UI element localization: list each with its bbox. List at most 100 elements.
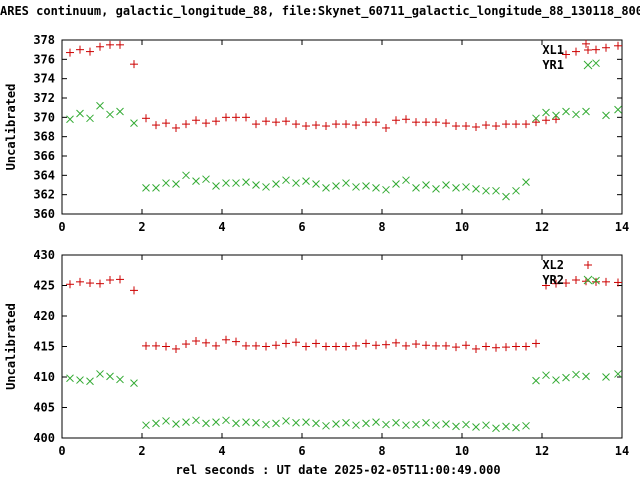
data-point [182,171,190,180]
data-point [116,275,124,284]
data-point [442,119,450,128]
data-point [602,373,610,381]
x-tick-label: 6 [298,220,305,234]
data-point [202,419,210,428]
data-point [106,40,114,49]
data-point [262,183,270,191]
data-point [462,420,470,429]
y-axis-label: Uncalibrated [4,303,18,390]
data-point [116,375,124,384]
data-point [152,121,160,130]
data-point [392,418,400,427]
data-point [212,341,220,350]
data-point [452,184,460,192]
data-point [482,421,490,430]
data-point [322,184,330,192]
data-point [592,277,600,286]
data-point [182,418,190,426]
data-point [492,122,500,131]
data-point [382,420,390,429]
y-tick-label: 362 [33,188,55,202]
data-point [212,117,220,126]
data-point [372,418,380,426]
x-tick-label: 0 [58,444,65,458]
data-point [106,276,114,285]
data-point [372,118,380,127]
data-point [542,108,550,117]
legend-label: XL2 [542,258,564,272]
data-point [342,418,350,427]
data-point [66,280,74,289]
data-point [614,370,622,378]
data-point [232,113,240,122]
data-point [492,343,500,352]
data-point [462,341,470,350]
data-point [152,419,160,428]
data-point [502,343,510,352]
data-point [512,120,520,129]
data-point [322,421,330,430]
data-point [312,419,320,428]
data-point [422,418,430,427]
data-point [412,420,420,429]
y-tick-label: 370 [33,110,55,124]
series-YR2 [66,276,622,433]
x-tick-label: 2 [138,220,145,234]
data-point [442,420,450,428]
data-point [142,184,150,192]
data-point [202,175,210,184]
data-point [302,122,310,131]
data-point [532,114,540,123]
data-point [252,181,260,189]
data-point [342,120,350,129]
data-point [222,179,230,187]
x-tick-label: 14 [615,444,629,458]
data-point [372,341,380,350]
data-point [252,120,260,129]
x-tick-label: 12 [535,220,549,234]
data-point [302,342,310,351]
data-point [362,339,370,348]
data-point [382,185,390,194]
data-point [562,373,570,382]
data-point [252,341,260,350]
data-point [552,279,560,288]
series-XL1 [66,39,622,132]
data-point [192,177,200,185]
data-point [282,176,290,185]
data-point [272,419,280,428]
legend-label: YR2 [542,273,564,287]
data-point [422,181,430,189]
data-point [302,418,310,426]
data-point [302,177,310,185]
x-axis-label: rel seconds : UT date 2025-02-05T11:00:4… [175,463,501,477]
data-point [472,423,480,431]
data-point [172,344,180,353]
legend-marker [583,60,593,70]
data-point [552,115,560,124]
data-point [222,335,230,344]
data-point [152,341,160,350]
data-point [222,416,230,425]
legend-label: XL1 [542,43,564,57]
data-point [106,110,114,119]
data-point [252,418,260,427]
data-point [412,118,420,127]
data-point [86,377,94,386]
data-point [452,422,460,431]
data-point [402,176,410,185]
upper-panel: 0 2 4 6 8 10 12 14 360 362 364 366 368 370 372 374 376 37… [4,33,629,234]
data-point [212,182,220,190]
data-point [532,376,540,385]
data-point [130,119,138,127]
data-point [482,342,490,351]
data-point [76,109,84,118]
data-point [422,118,430,127]
data-point [142,341,150,350]
data-point [192,116,200,125]
y-tick-label: 378 [33,33,55,47]
data-point [542,281,550,290]
data-point [602,277,610,286]
data-point [182,120,190,129]
data-point [582,107,590,116]
